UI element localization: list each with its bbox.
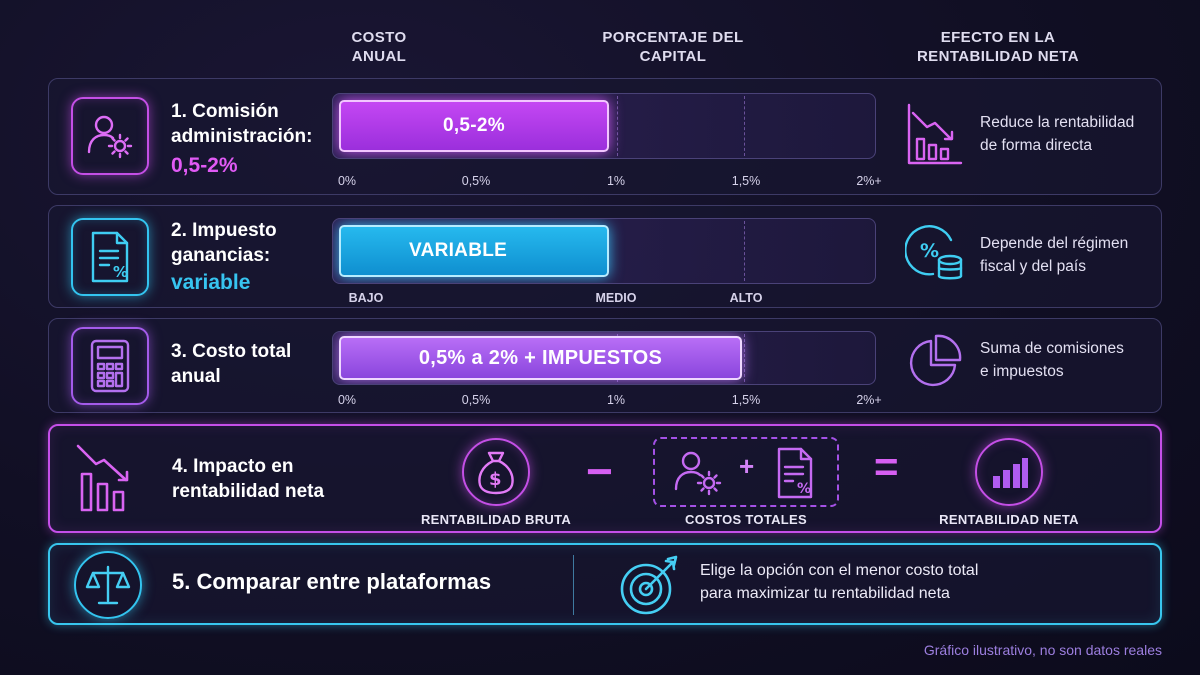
row-comision-administracion: 1. Comisión administración: 0,5-2% 0,5-2… <box>48 78 1162 195</box>
tick-label: 2%+ <box>856 174 882 188</box>
effect-text: Suma de comisiones e impuestos <box>980 340 1124 380</box>
user-gear-icon <box>71 97 149 175</box>
tax-document-icon: % <box>71 218 149 296</box>
net-return-label: RENTABILIDAD NETA <box>939 512 1079 527</box>
total-costs-label: COSTOS TOTALES <box>685 512 807 527</box>
tick-label: 2%+ <box>856 393 882 407</box>
gridline-1-5pct <box>744 96 745 156</box>
tick-label: BAJO <box>348 291 384 305</box>
row-title: 4. Impacto en rentabilidad neta <box>172 456 325 502</box>
row-impuesto-ganancias: % 2. Impuesto ganancias: variable VARIAB… <box>48 205 1162 308</box>
row-title: 1. Comisión administración: <box>171 101 313 147</box>
tax-document-icon: % <box>773 445 819 506</box>
row-accent-value: 0,5-2% <box>171 154 238 177</box>
row-title: 3. Costo total anual <box>171 341 292 387</box>
effect-text: Reduce la rentabilidad de forma directa <box>980 114 1135 154</box>
gridline-1-5pct <box>744 334 745 382</box>
tick-label: 1% <box>606 174 626 188</box>
svg-text:%: % <box>797 481 811 497</box>
bar-track: VARIABLE <box>332 218 876 284</box>
bar-label: 0,5% a 2% + IMPUESTOS <box>418 346 663 369</box>
divider <box>573 555 574 615</box>
tick-label: 1,5% <box>731 174 761 188</box>
row-impacto-rentabilidad: 4. Impacto en rentabilidad neta $ RENTAB… <box>48 424 1162 533</box>
advice-text: Elige la opción con el menor costo total… <box>700 562 979 602</box>
tick-label: ALTO <box>729 291 763 305</box>
bar-comision: 0,5-2% <box>339 100 609 152</box>
bar-track: 0,5% a 2% + IMPUESTOS <box>332 331 876 385</box>
declining-bar-chart-icon <box>905 101 965 172</box>
bar-costo-total: 0,5% a 2% + IMPUESTOS <box>339 336 742 380</box>
row-accent-value: variable <box>171 271 251 294</box>
pie-chart-icon <box>905 331 965 396</box>
svg-text:$: $ <box>489 469 502 490</box>
user-gear-icon <box>671 447 727 504</box>
header-porcentaje-capital: PORCENTAJE DEL CAPITAL <box>602 29 744 65</box>
svg-text:%: % <box>920 240 939 262</box>
declining-bar-chart-icon <box>74 442 140 519</box>
target-icon <box>616 553 682 624</box>
row-title: 2. Impuesto ganancias: <box>171 220 277 266</box>
effect-text: Depende del régimen fiscal y del país <box>980 235 1129 275</box>
plus-sign: + <box>739 451 755 481</box>
svg-text:%: % <box>113 263 128 281</box>
row-comparar-plataformas: 5. Comparar entre plataformas Elige la o… <box>48 543 1162 625</box>
gridline-alto <box>744 221 745 281</box>
tick-label: MEDIO <box>595 291 637 305</box>
tick-label: 1% <box>606 393 626 407</box>
bar-label: 0,5-2% <box>442 115 505 136</box>
gross-return-label: RENTABILIDAD BRUTA <box>420 512 572 527</box>
bar-label: VARIABLE <box>409 240 508 261</box>
tick-label: 0% <box>337 393 357 407</box>
percent-coins-icon: % <box>904 222 967 289</box>
tick-label: 1,5% <box>731 393 761 407</box>
header-efecto-rentabilidad: EFECTO EN LA RENTABILIDAD NETA <box>916 29 1080 65</box>
scales-icon <box>74 551 142 619</box>
bar-impuesto: VARIABLE <box>339 225 609 277</box>
tick-label: 0,5% <box>461 393 491 407</box>
rising-bar-chart-icon <box>975 438 1043 506</box>
header-costo-anual: COSTO ANUAL <box>351 29 407 65</box>
calculator-icon <box>71 327 149 405</box>
tick-label: 0,5% <box>461 174 491 188</box>
tick-label: 0% <box>337 174 357 188</box>
money-bag-icon: $ <box>462 438 530 506</box>
bar-track: 0,5-2% <box>332 93 876 159</box>
row-title: 5. Comparar entre plataformas <box>172 569 492 594</box>
footnote: Gráfico ilustrativo, no son datos reales <box>923 642 1162 658</box>
gridline-1pct <box>617 96 618 156</box>
equals-sign: = <box>874 443 899 490</box>
minus-sign: − <box>586 445 613 497</box>
row-costo-total-anual: 3. Costo total anual 0,5% a 2% + IMPUEST… <box>48 318 1162 413</box>
total-costs-group: + % <box>653 437 839 507</box>
